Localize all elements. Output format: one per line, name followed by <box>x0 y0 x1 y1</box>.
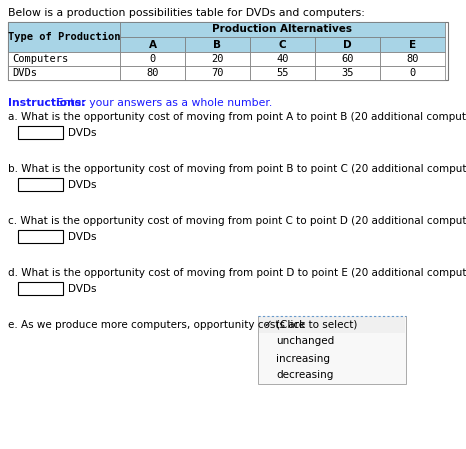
Text: a. What is the opportunity cost of moving from point A to point B (20 additional: a. What is the opportunity cost of movin… <box>8 112 466 122</box>
Text: b. What is the opportunity cost of moving from point B to point C (20 additional: b. What is the opportunity cost of movin… <box>8 164 466 174</box>
Text: C: C <box>279 40 286 49</box>
Text: 80: 80 <box>406 54 419 64</box>
Text: DVDs: DVDs <box>68 128 96 137</box>
Text: D: D <box>343 40 352 49</box>
Text: 55: 55 <box>276 68 289 78</box>
Text: ✓: ✓ <box>263 320 272 330</box>
Text: e. As we produce more computers, opportunity costs are: e. As we produce more computers, opportu… <box>8 320 305 330</box>
Text: 80: 80 <box>146 68 159 78</box>
Text: Type of Production: Type of Production <box>8 32 120 42</box>
Text: 20: 20 <box>211 54 224 64</box>
Text: 35: 35 <box>341 68 354 78</box>
Text: A: A <box>149 40 157 49</box>
Text: DVDs: DVDs <box>68 180 96 189</box>
Text: 40: 40 <box>276 54 289 64</box>
Text: Computers: Computers <box>12 54 68 64</box>
Text: 0: 0 <box>150 54 156 64</box>
Text: Enter your answers as a whole number.: Enter your answers as a whole number. <box>53 98 272 108</box>
Text: Production Alternatives: Production Alternatives <box>212 25 352 35</box>
Text: Instructions:: Instructions: <box>8 98 86 108</box>
Text: DVDs: DVDs <box>68 232 96 242</box>
Text: Below is a production possibilities table for DVDs and computers:: Below is a production possibilities tabl… <box>8 8 365 18</box>
Text: increasing: increasing <box>276 353 330 364</box>
Text: c. What is the opportunity cost of moving from point C to point D (20 additional: c. What is the opportunity cost of movin… <box>8 216 466 226</box>
Text: unchanged: unchanged <box>276 336 334 347</box>
Text: DVDs: DVDs <box>12 68 37 78</box>
Text: (Click to select): (Click to select) <box>276 320 357 330</box>
Text: B: B <box>213 40 221 49</box>
Text: d. What is the opportunity cost of moving from point D to point E (20 additional: d. What is the opportunity cost of movin… <box>8 268 466 278</box>
Text: 0: 0 <box>409 68 416 78</box>
Text: DVDs: DVDs <box>68 283 96 294</box>
Text: decreasing: decreasing <box>276 370 333 380</box>
Text: E: E <box>409 40 416 49</box>
Text: 60: 60 <box>341 54 354 64</box>
Text: 70: 70 <box>211 68 224 78</box>
